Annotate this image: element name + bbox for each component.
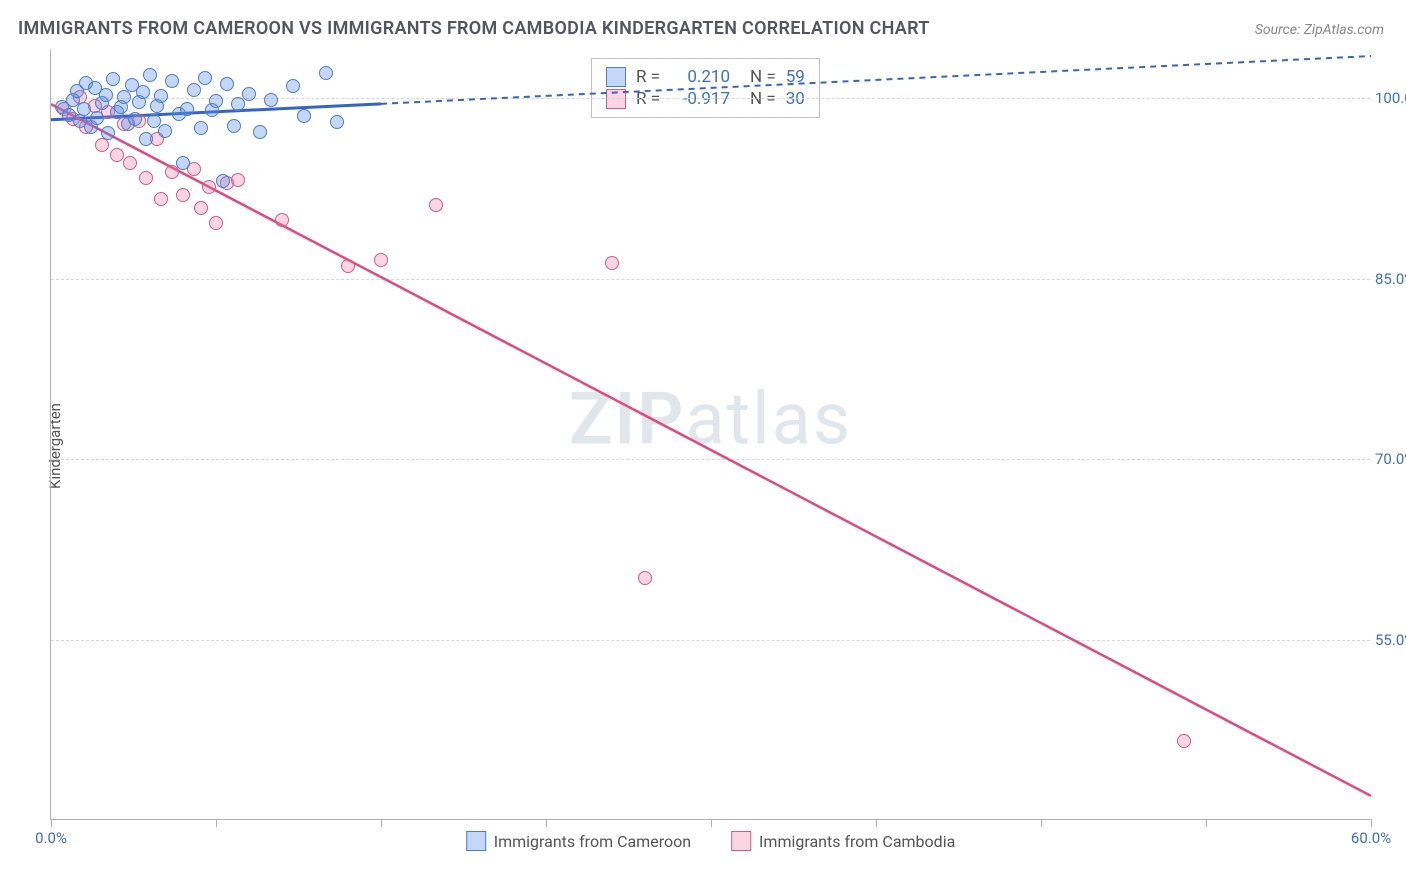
data-point xyxy=(253,125,267,139)
data-point xyxy=(209,216,223,230)
source-attribution: Source: ZipAtlas.com xyxy=(1255,22,1384,38)
data-point xyxy=(158,124,172,138)
legend-item-cameroon: Immigrants from Cameroon xyxy=(466,831,691,851)
n-value-cameroon: 59 xyxy=(786,67,805,87)
data-point xyxy=(154,89,168,103)
data-point xyxy=(180,102,194,116)
data-point xyxy=(139,132,153,146)
data-point xyxy=(117,90,131,104)
watermark: ZIPatlas xyxy=(569,377,852,462)
data-point xyxy=(136,85,150,99)
x-tick xyxy=(381,819,382,827)
n-label: N = xyxy=(750,67,776,87)
data-point xyxy=(106,72,120,86)
plot-area: ZIPatlas R = 0.210 N = 59 R = -0.917 N =… xyxy=(50,50,1370,820)
data-point xyxy=(128,112,142,126)
data-point xyxy=(231,173,245,187)
data-point xyxy=(202,180,216,194)
data-point xyxy=(638,571,652,585)
r-label: R = xyxy=(636,67,660,87)
x-tick-label: 60.0% xyxy=(1351,829,1391,847)
data-point xyxy=(123,156,137,170)
data-point xyxy=(99,88,113,102)
x-tick xyxy=(51,819,52,827)
data-point xyxy=(275,213,289,227)
data-point xyxy=(341,259,355,273)
gridline xyxy=(51,459,1370,460)
data-point xyxy=(231,97,245,111)
data-point xyxy=(319,66,333,80)
data-point xyxy=(176,188,190,202)
swatch-cameroon xyxy=(466,831,486,851)
data-point xyxy=(286,79,300,93)
data-point xyxy=(101,126,115,140)
data-point xyxy=(374,253,388,267)
data-point xyxy=(176,156,190,170)
legend-label-cambodia: Immigrants from Cambodia xyxy=(759,832,955,851)
chart-title: IMMIGRANTS FROM CAMEROON VS IMMIGRANTS F… xyxy=(18,18,930,39)
trend-lines-layer xyxy=(51,50,1371,820)
trend-line xyxy=(51,104,1371,796)
y-tick-label: 70.0% xyxy=(1375,450,1406,468)
data-point xyxy=(143,68,157,82)
data-point xyxy=(154,192,168,206)
data-point xyxy=(264,93,278,107)
x-tick xyxy=(546,819,547,827)
x-tick xyxy=(876,819,877,827)
r-value-cameroon: 0.210 xyxy=(670,67,730,87)
data-point xyxy=(110,148,124,162)
legend-label-cameroon: Immigrants from Cameroon xyxy=(494,832,691,851)
x-tick xyxy=(1371,819,1372,827)
swatch-cambodia xyxy=(731,831,751,851)
data-point xyxy=(165,74,179,88)
x-tick xyxy=(216,819,217,827)
series-legend: Immigrants from Cameroon Immigrants from… xyxy=(466,831,956,851)
x-tick-label: 0.0% xyxy=(35,829,67,847)
data-point xyxy=(187,83,201,97)
data-point xyxy=(227,119,241,133)
data-point xyxy=(90,111,104,125)
data-point xyxy=(209,94,223,108)
gridline xyxy=(51,279,1370,280)
correlation-legend: R = 0.210 N = 59 R = -0.917 N = 30 xyxy=(591,58,820,118)
data-point xyxy=(139,171,153,185)
data-point xyxy=(330,115,344,129)
data-point xyxy=(95,138,109,152)
x-tick xyxy=(1206,819,1207,827)
y-tick-label: 55.0% xyxy=(1375,631,1406,649)
trend-line-dashed xyxy=(381,56,1371,104)
data-point xyxy=(242,87,256,101)
data-point xyxy=(194,121,208,135)
y-tick-label: 100.0% xyxy=(1375,89,1406,107)
x-tick xyxy=(1041,819,1042,827)
gridline xyxy=(51,640,1370,641)
x-tick xyxy=(711,819,712,827)
data-point xyxy=(297,109,311,123)
data-point xyxy=(1177,734,1191,748)
data-point xyxy=(220,77,234,91)
y-tick-label: 85.0% xyxy=(1375,270,1406,288)
data-point xyxy=(216,174,230,188)
data-point xyxy=(194,201,208,215)
swatch-cameroon xyxy=(606,67,626,87)
data-point xyxy=(198,71,212,85)
data-point xyxy=(77,102,91,116)
legend-row-cameroon: R = 0.210 N = 59 xyxy=(606,67,805,87)
data-point xyxy=(429,198,443,212)
legend-item-cambodia: Immigrants from Cambodia xyxy=(731,831,955,851)
data-point xyxy=(605,256,619,270)
